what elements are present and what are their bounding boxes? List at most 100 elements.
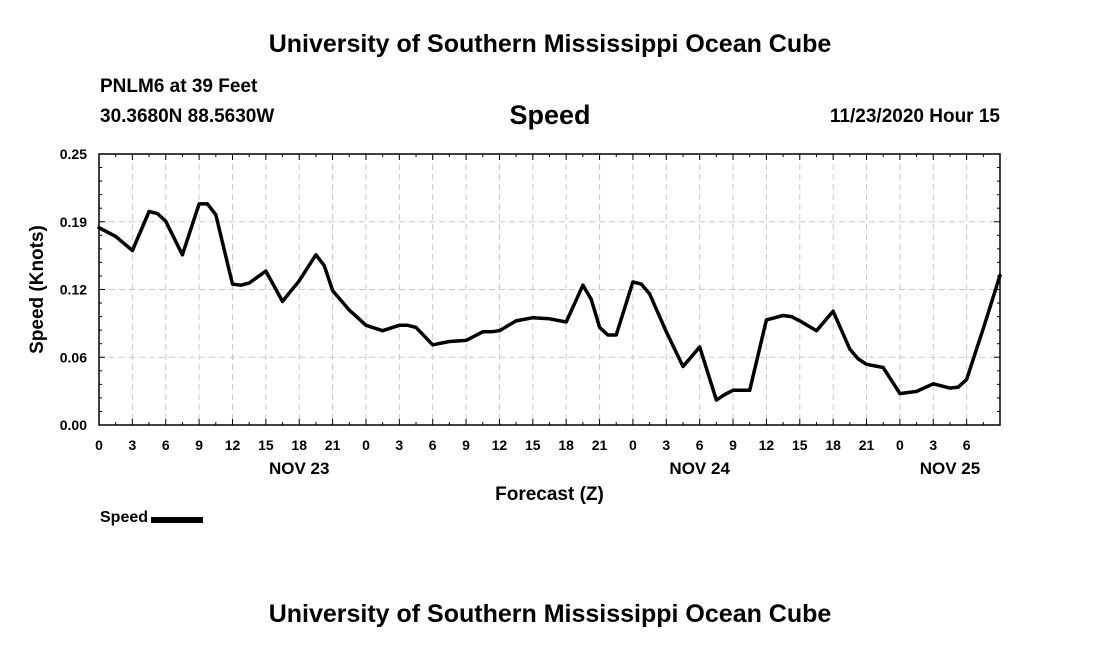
x-tick-label: 9	[729, 437, 737, 453]
x-tick-label: 3	[128, 437, 136, 453]
x-tick-label: 3	[395, 437, 403, 453]
data-point	[206, 202, 209, 206]
x-tick-label: 18	[291, 437, 307, 453]
y-tick-label: 0.25	[60, 146, 87, 162]
data-point	[364, 323, 368, 327]
x-tick-label: 0	[95, 437, 103, 453]
data-point	[714, 398, 718, 402]
data-point	[147, 210, 151, 213]
y-tick-label: 0.19	[60, 214, 87, 230]
data-point	[915, 389, 919, 393]
data-point	[264, 269, 268, 273]
plot-frame	[98, 153, 1001, 426]
x-tick-label: 12	[225, 437, 241, 453]
data-point	[815, 329, 818, 333]
series-layer	[97, 202, 1002, 402]
data-point	[231, 282, 234, 286]
data-point	[831, 309, 835, 313]
data-point	[764, 318, 768, 322]
variable-title: Speed	[509, 100, 591, 130]
data-point	[789, 315, 793, 319]
x-tick-label: 0	[896, 437, 904, 453]
data-point	[548, 317, 551, 321]
data-point	[331, 289, 335, 293]
coordinates-label: 30.3680N 88.5630W	[100, 106, 275, 127]
data-point	[347, 308, 351, 312]
data-point	[648, 292, 652, 296]
x-tick-label: 6	[963, 437, 971, 453]
data-point	[155, 212, 159, 216]
data-point	[748, 388, 752, 392]
x-tick-label: 9	[195, 437, 203, 453]
data-point	[414, 325, 418, 329]
data-point	[881, 366, 885, 369]
x-tick-label: 9	[462, 437, 470, 453]
x-tick-label: 12	[492, 437, 508, 453]
forecast-datetime: 11/23/2020 Hour 15	[829, 106, 1000, 127]
data-point	[406, 323, 410, 327]
data-point	[848, 347, 852, 351]
data-point	[948, 386, 952, 390]
data-point	[214, 213, 218, 217]
data-point	[956, 385, 960, 389]
day-label: NOV 23	[269, 459, 329, 478]
data-point	[481, 330, 485, 334]
data-point	[464, 338, 468, 342]
x-tick-label: 6	[696, 437, 704, 453]
data-point	[589, 297, 593, 301]
data-point	[281, 299, 284, 303]
station-label: PNLM6 at 39 Feet	[100, 76, 258, 97]
data-point	[239, 283, 243, 287]
data-point	[931, 382, 935, 386]
x-tick-label: 15	[258, 437, 274, 453]
series-line-speed	[97, 202, 1002, 402]
data-point	[781, 314, 785, 317]
data-point	[798, 319, 802, 323]
x-tick-label: 21	[592, 437, 608, 453]
axis-labels: 0 3 6 9 12 15 18 21 0 3 6 9 12 15 18 21 0 3 6 9 12 15 18 21 0 3 6 0…	[27, 146, 980, 505]
data-point	[581, 283, 585, 287]
chart-title-top: University of Southern Mississippi Ocean…	[268, 30, 832, 58]
x-tick-label: 21	[859, 437, 875, 453]
data-point	[681, 365, 685, 368]
data-point	[431, 343, 435, 347]
data-point	[965, 378, 969, 381]
x-tick-label: 15	[792, 437, 808, 453]
x-tick-label: 0	[629, 437, 637, 453]
data-point	[981, 327, 985, 330]
data-point	[631, 280, 635, 284]
data-point	[297, 279, 301, 283]
grid	[99, 154, 1000, 425]
data-point	[497, 329, 501, 333]
day-label: NOV 24	[669, 459, 730, 478]
data-point	[531, 316, 535, 320]
x-axis-label: Forecast (Z)	[495, 484, 604, 505]
data-point	[614, 333, 618, 337]
x-tick-label: 6	[429, 437, 437, 453]
x-tick-label: 12	[759, 437, 775, 453]
legend: Speed	[100, 509, 204, 527]
data-point	[606, 333, 610, 337]
data-point	[898, 392, 902, 396]
x-tick-label: 18	[558, 437, 574, 453]
data-point	[723, 393, 727, 397]
data-point	[564, 320, 568, 324]
x-tick-label: 6	[162, 437, 170, 453]
y-tick-label: 0.00	[60, 417, 87, 433]
data-point	[514, 319, 518, 323]
data-point	[180, 253, 184, 257]
data-point	[856, 357, 860, 361]
data-point	[598, 325, 602, 329]
data-point	[639, 282, 643, 286]
data-point	[164, 219, 168, 223]
data-point	[865, 362, 868, 366]
day-label: NOV 25	[920, 459, 980, 478]
data-point	[322, 264, 326, 268]
legend-swatch-speed	[151, 516, 204, 523]
x-tick-label: 3	[662, 437, 670, 453]
x-tick-label: 0	[362, 437, 370, 453]
x-tick-label: 3	[929, 437, 937, 453]
y-tick-label: 0.06	[60, 349, 87, 365]
x-tick-label: 21	[325, 437, 341, 453]
